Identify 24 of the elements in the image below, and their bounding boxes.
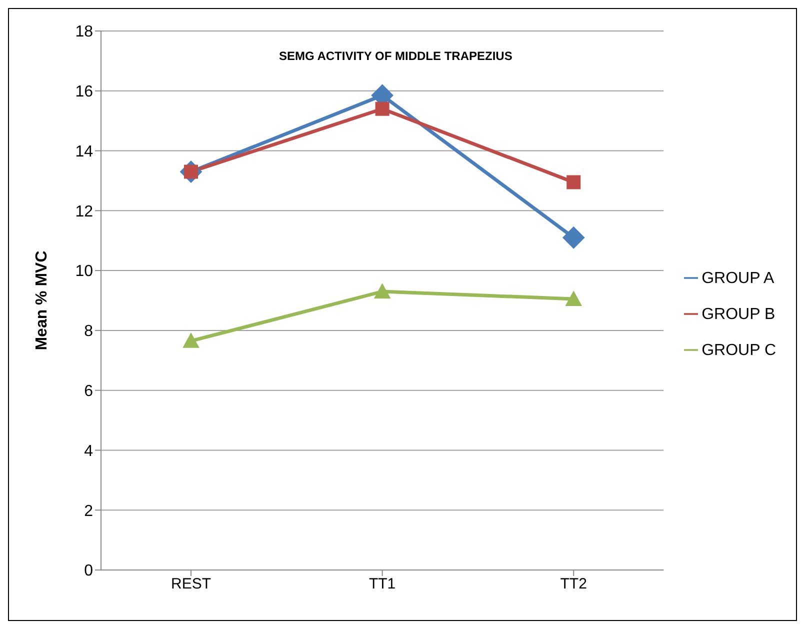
y-tick-label: 0 bbox=[84, 562, 94, 580]
legend-label: GROUP A bbox=[702, 270, 774, 286]
point bbox=[374, 283, 391, 299]
point bbox=[562, 226, 585, 249]
y-tick-label: 14 bbox=[75, 143, 94, 160]
y-tick-label: 12 bbox=[75, 203, 94, 220]
y-tick-label: 16 bbox=[75, 84, 94, 101]
y-tick-label: 18 bbox=[75, 24, 94, 41]
point bbox=[375, 102, 390, 116]
y-tick-label: 8 bbox=[84, 323, 94, 340]
y-tick-label: 2 bbox=[84, 502, 94, 520]
y-axis-title: Mean % MVC bbox=[34, 250, 51, 350]
x-tick-label: TT2 bbox=[560, 576, 587, 593]
y-tick-label: 6 bbox=[84, 383, 94, 400]
x-tick-label: TT1 bbox=[368, 576, 396, 593]
text: SEMG ACTIVITY OF MIDDLE TRAPEZIUS bbox=[279, 49, 512, 63]
legend-label: GROUP B bbox=[702, 306, 776, 322]
point bbox=[182, 332, 200, 348]
point bbox=[566, 175, 581, 190]
y-tick-label: 10 bbox=[75, 263, 94, 280]
legend-label: GROUP C bbox=[702, 342, 776, 358]
x-tick-label: REST bbox=[170, 576, 212, 593]
point bbox=[565, 290, 582, 306]
y-tick-label: 4 bbox=[84, 442, 94, 460]
